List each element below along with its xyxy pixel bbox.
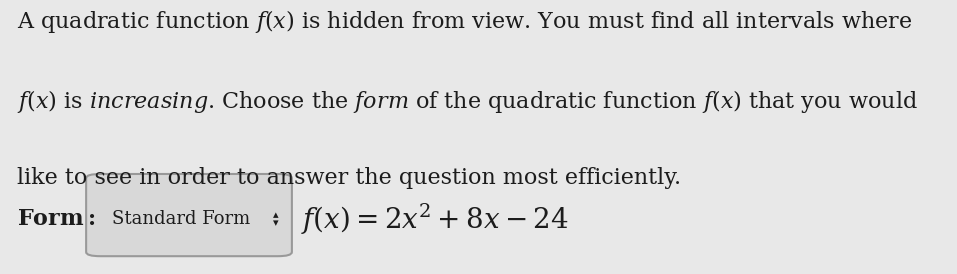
Text: like to see in order to answer the question most efficiently.: like to see in order to answer the quest… (17, 167, 681, 189)
Text: Standard Form: Standard Form (112, 210, 250, 228)
FancyBboxPatch shape (86, 174, 292, 256)
Text: $f(x)$ is $\mathit{increasing}$. Choose the $\mathit{form}$ of the quadratic fun: $f(x)$ is $\mathit{increasing}$. Choose … (17, 88, 918, 115)
Text: ▴
▾: ▴ ▾ (273, 210, 278, 229)
Text: $\mathbf{Form:}$: $\mathbf{Form:}$ (17, 208, 96, 230)
Text: $f(x) = 2x^2 + 8x - 24$: $f(x) = 2x^2 + 8x - 24$ (301, 202, 568, 237)
Text: A quadratic function $f(x)$ is hidden from view. You must find all intervals whe: A quadratic function $f(x)$ is hidden fr… (17, 8, 913, 35)
